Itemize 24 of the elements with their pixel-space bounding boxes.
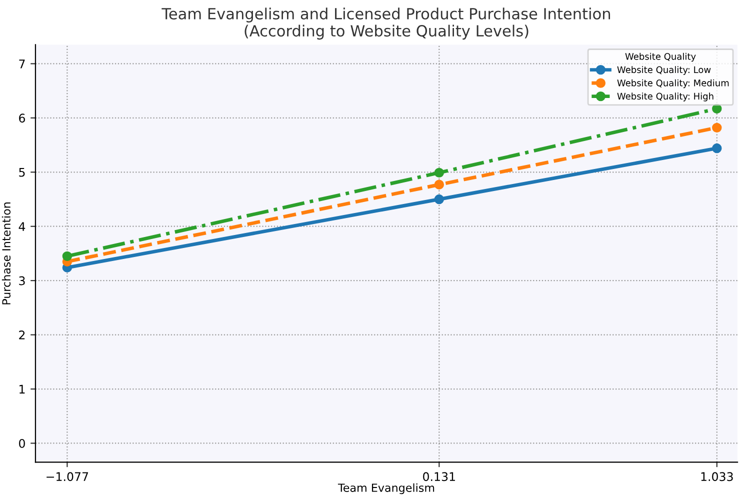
x-tick-label: 0.131 (423, 472, 455, 482)
legend-label: Website Quality: High (617, 92, 714, 102)
chart-title: Team Evangelism and Licensed Product Purchase Intention (According to Website Quality Levels) (162, 8, 610, 40)
y-tick-label: 0 (19, 438, 25, 448)
x-tick-label: 1.033 (701, 472, 733, 482)
legend-label: Website Quality: Medium (617, 79, 729, 88)
x-tick-label: −1.077 (46, 472, 88, 482)
y-tick-label: 6 (19, 114, 26, 123)
point (62, 251, 72, 262)
y-tick-label: 3 (19, 276, 25, 286)
point (434, 168, 444, 178)
legend-label: Website Quality: Low (617, 66, 711, 75)
x-axis-title: Team Evangelism (338, 483, 434, 494)
y-tick-label: 4 (18, 222, 26, 231)
point (712, 143, 722, 154)
point (434, 180, 444, 190)
legend-title: Website Quality (625, 52, 696, 62)
y-tick-label: 2 (19, 330, 25, 340)
y-tick-label: 1 (20, 384, 25, 394)
y-tick-label: 5 (19, 168, 25, 177)
point (712, 122, 722, 133)
y-tick-label: 7 (19, 60, 25, 68)
y-axis-title: Purchase Intention (2, 202, 11, 304)
point (434, 194, 444, 204)
